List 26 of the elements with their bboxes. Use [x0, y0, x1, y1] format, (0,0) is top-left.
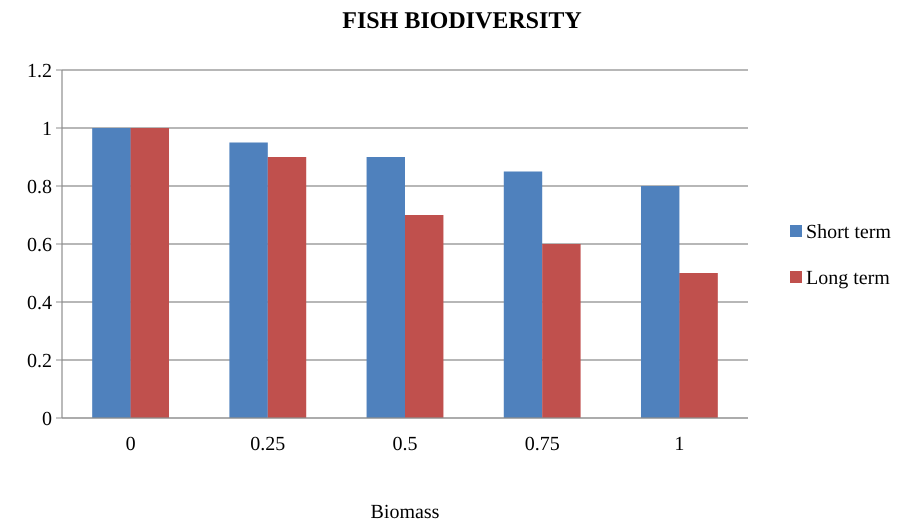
x-tick-label: 0.75	[524, 433, 560, 455]
bar	[640, 186, 680, 418]
x-tick-label: 0	[126, 433, 136, 455]
x-tick-label: 0.25	[250, 433, 286, 455]
y-tick-label: 0.8	[27, 176, 52, 198]
bar	[130, 128, 170, 418]
y-tick-label: 1	[42, 118, 52, 140]
y-tick-label: 0	[42, 408, 52, 430]
bar	[504, 172, 542, 418]
bar	[268, 157, 306, 418]
y-tick-label: 0.6	[27, 234, 52, 256]
legend-label: Long term	[806, 267, 890, 289]
bar	[92, 128, 131, 418]
x-tick-label: 1	[674, 433, 684, 455]
x-tick-label: 0.5	[392, 433, 418, 455]
bar	[679, 273, 718, 418]
chart-title: FISH BIODIVERSITY	[342, 8, 582, 34]
y-tick-label: 1.2	[27, 60, 52, 82]
bar	[542, 244, 581, 418]
y-tick-label: 0.4	[27, 292, 52, 314]
x-axis-title: Biomass	[370, 501, 440, 523]
bar	[366, 157, 405, 418]
bar	[405, 215, 444, 418]
y-tick-label: 0.2	[27, 350, 52, 372]
bar	[229, 142, 268, 418]
legend-label: Short term	[806, 221, 892, 243]
